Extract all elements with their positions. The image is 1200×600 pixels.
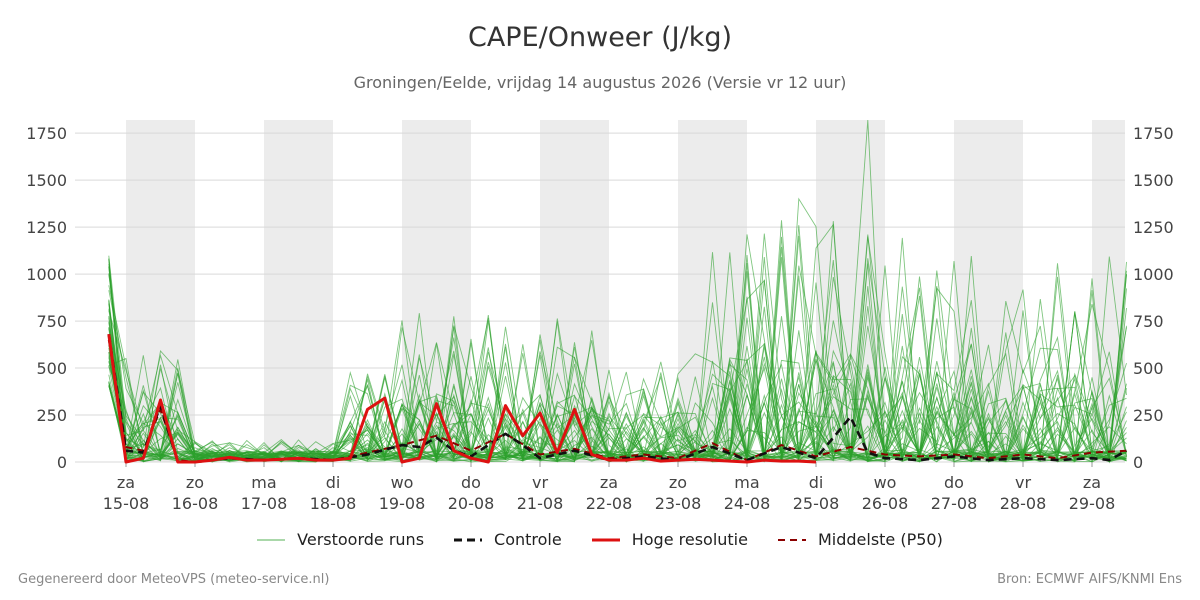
y-tick-label-left: 0 [57,453,67,472]
y-tick-label-right: 0 [1133,453,1143,472]
x-tick-label-day: vr [1015,473,1031,492]
legend-label-ensemble: Verstoorde runs [297,530,425,549]
x-tick-label-date: 28-08 [1000,494,1047,513]
legend-item-high-res: Hoge resolutie [591,530,748,549]
x-tick-label-date: 18-08 [310,494,357,513]
legend-item-control: Controle [454,530,562,549]
x-tick-label-date: 20-08 [448,494,495,513]
x-tick-label-day: do [944,473,964,492]
y-tick-label-right: 1500 [1133,171,1174,190]
y-tick-label-right: 750 [1133,312,1164,331]
x-tick-label-date: 21-08 [517,494,564,513]
x-tick-label-date: 17-08 [241,494,288,513]
weekend-band [264,120,333,462]
y-tick-label-right: 1250 [1133,218,1174,237]
legend-swatch-ensemble [257,539,286,540]
ensemble-run-line [108,276,1127,462]
x-tick-label-date: 26-08 [862,494,909,513]
x-tick-label-date: 25-08 [793,494,840,513]
x-tick-label-day: di [809,473,824,492]
x-tick-label-day: ma [251,473,276,492]
x-tick-label-date: 22-08 [586,494,633,513]
x-tick-label-date: 19-08 [379,494,426,513]
x-tick-label-day: wo [391,473,414,492]
x-tick-label-day: wo [874,473,897,492]
footer-generated-by: Gegenereerd door MeteoVPS (meteo-service… [18,572,330,587]
x-tick-label-date: 29-08 [1069,494,1116,513]
x-tick-label-day: ma [734,473,759,492]
chart-legend: Verstoorde runs Controle Hoge resolutie … [0,530,1200,549]
y-tick-label-left: 250 [36,406,67,425]
x-tick-label-day: zo [186,473,204,492]
ensemble-run-line [108,246,1127,463]
ensemble-run-line [108,302,1127,463]
x-tick-label-day: do [461,473,481,492]
x-tick-label-day: za [1083,473,1101,492]
y-tick-label-right: 1750 [1133,124,1174,143]
chart-subtitle: Groningen/Eelde, vrijdag 14 augustus 202… [353,73,847,92]
y-tick-label-right: 1000 [1133,265,1174,284]
y-tick-label-left: 1500 [26,171,67,190]
y-tick-label-left: 1000 [26,265,67,284]
y-tick-label-left: 1750 [26,124,67,143]
x-tick-label-day: vr [532,473,548,492]
x-tick-label-date: 27-08 [931,494,978,513]
cape-chart: 0 0 250 250 500 500 750 750 1000 1000 1250 1250 1500… [26,119,1174,513]
x-tick-label-date: 23-08 [655,494,702,513]
legend-label-median: Middelste (P50) [817,530,943,549]
x-tick-label-date: 15-08 [103,494,150,513]
ensemble-run-line [108,326,1127,463]
y-tick-label-right: 500 [1133,359,1164,378]
ensemble-run-line [108,346,1127,462]
x-tick-label-date: 24-08 [724,494,771,513]
x-tick-label-day: za [600,473,618,492]
legend-swatch-high-res [591,538,620,541]
x-tick-label-day: za [117,473,135,492]
y-tick-label-left: 1250 [26,218,67,237]
chart-title: CAPE/Onweer (J/kg) [467,22,732,53]
control-line [107,334,1128,464]
x-tick-label-date: 16-08 [172,494,219,513]
legend-swatch-median [777,538,806,541]
legend-label-control: Controle [494,530,562,549]
legend-swatch-control [454,538,483,541]
footer-source: Bron: ECMWF AIFS/KNMI Ens [997,572,1182,587]
legend-label-high-res: Hoge resolutie [631,530,748,549]
y-tick-label-left: 750 [36,312,67,331]
high-res-line [107,333,817,464]
x-tick-label-day: zo [669,473,687,492]
legend-item-ensemble: Verstoorde runs [257,530,424,549]
legend-item-median: Middelste (P50) [777,530,943,549]
y-tick-label-right: 250 [1133,406,1164,425]
y-tick-label-left: 500 [36,359,67,378]
x-tick-label-day: di [326,473,341,492]
